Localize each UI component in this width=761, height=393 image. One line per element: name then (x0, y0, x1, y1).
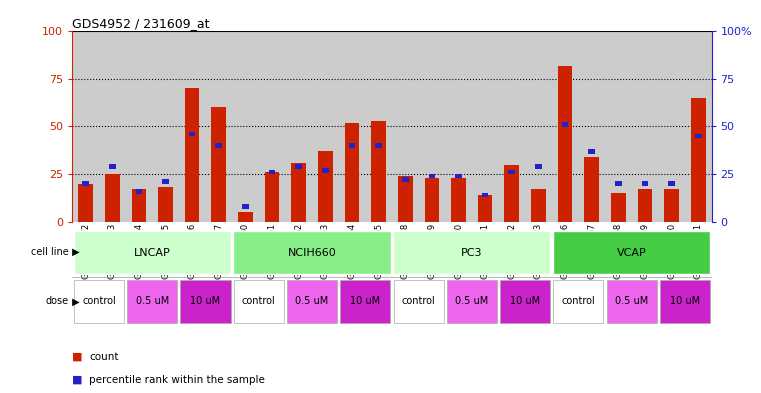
Text: 0.5 uM: 0.5 uM (135, 296, 169, 307)
Text: 10 uM: 10 uM (670, 296, 700, 307)
Bar (345, 123, 359, 222)
Bar (238, 212, 253, 222)
Bar (451, 178, 466, 222)
Bar (393, 280, 444, 323)
Bar (535, 164, 542, 169)
Bar (291, 163, 306, 222)
Bar (371, 121, 386, 222)
Text: count: count (89, 352, 119, 362)
Bar (132, 189, 146, 222)
Text: ■: ■ (72, 375, 86, 385)
Bar (447, 280, 497, 323)
Bar (189, 132, 196, 136)
Text: GDS4952 / 231609_at: GDS4952 / 231609_at (72, 17, 210, 30)
Bar (553, 280, 603, 323)
Text: dose: dose (46, 296, 68, 307)
Bar (74, 231, 231, 274)
Bar (558, 66, 572, 222)
Bar (695, 134, 702, 138)
Bar (322, 168, 329, 173)
Bar (425, 178, 439, 222)
Bar (615, 181, 622, 186)
Bar (74, 280, 124, 323)
Bar (295, 164, 302, 169)
Bar (269, 170, 275, 174)
Bar (478, 195, 492, 222)
Text: cell line: cell line (30, 247, 68, 257)
Bar (402, 177, 409, 182)
Bar (287, 280, 337, 323)
Text: 10 uM: 10 uM (510, 296, 540, 307)
Bar (642, 181, 648, 186)
Text: ▶: ▶ (69, 296, 80, 307)
Bar (660, 280, 710, 323)
Bar (393, 231, 550, 274)
Bar (82, 181, 89, 186)
Text: VCAP: VCAP (616, 248, 647, 257)
Bar (500, 280, 550, 323)
Text: LNCAP: LNCAP (134, 248, 170, 257)
Bar (105, 174, 119, 222)
Bar (180, 280, 231, 323)
Bar (508, 170, 515, 174)
Text: NCIH660: NCIH660 (288, 248, 336, 257)
Bar (668, 181, 675, 186)
Bar (691, 98, 705, 222)
Bar (562, 122, 568, 127)
Bar (428, 174, 435, 178)
Bar (215, 143, 222, 148)
Bar (318, 151, 333, 222)
Bar (611, 193, 626, 222)
Bar (455, 174, 462, 178)
Text: PC3: PC3 (461, 248, 482, 257)
Text: 0.5 uM: 0.5 uM (455, 296, 489, 307)
Bar (162, 179, 169, 184)
Bar (588, 149, 595, 154)
Text: control: control (242, 296, 275, 307)
Bar (234, 280, 284, 323)
Bar (482, 193, 489, 197)
Bar (234, 231, 390, 274)
Bar (505, 165, 519, 222)
Text: 10 uM: 10 uM (190, 296, 221, 307)
Text: ▶: ▶ (69, 247, 80, 257)
Text: control: control (82, 296, 116, 307)
Bar (158, 187, 173, 222)
Bar (664, 189, 679, 222)
Bar (584, 157, 599, 222)
Bar (109, 164, 116, 169)
Bar (340, 280, 390, 323)
Bar (349, 143, 355, 148)
Bar (212, 107, 226, 222)
Text: control: control (402, 296, 435, 307)
Bar (127, 280, 177, 323)
Bar (78, 184, 93, 222)
Bar (553, 231, 710, 274)
Text: control: control (562, 296, 595, 307)
Text: percentile rank within the sample: percentile rank within the sample (89, 375, 265, 385)
Bar (398, 176, 412, 222)
Text: 10 uM: 10 uM (350, 296, 380, 307)
Text: 0.5 uM: 0.5 uM (615, 296, 648, 307)
Text: 0.5 uM: 0.5 uM (295, 296, 329, 307)
Bar (607, 280, 657, 323)
Bar (135, 189, 142, 193)
Bar (185, 88, 199, 222)
Bar (242, 204, 249, 209)
Bar (638, 189, 652, 222)
Bar (265, 172, 279, 222)
Bar (375, 143, 382, 148)
Text: ■: ■ (72, 352, 86, 362)
Bar (531, 189, 546, 222)
